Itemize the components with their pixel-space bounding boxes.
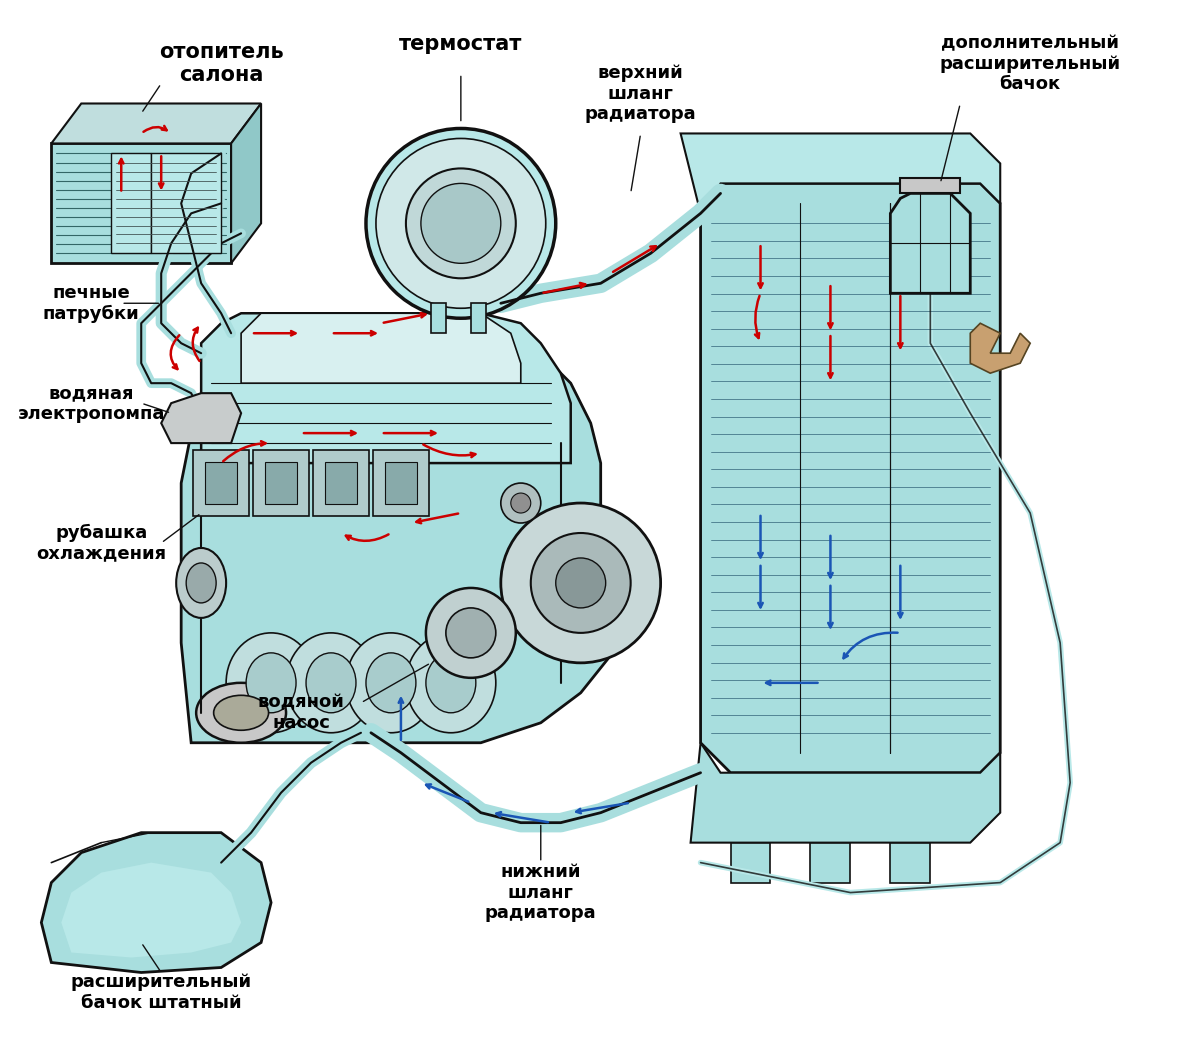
- Circle shape: [376, 138, 546, 308]
- Text: термостат: термостат: [400, 34, 522, 53]
- Polygon shape: [202, 314, 571, 463]
- Circle shape: [366, 129, 556, 318]
- Text: нижний
шланг
радиатора: нижний шланг радиатора: [485, 863, 596, 923]
- Polygon shape: [241, 314, 521, 383]
- Polygon shape: [52, 144, 232, 264]
- Polygon shape: [731, 843, 770, 882]
- Text: рубашка
охлаждения: рубашка охлаждения: [36, 523, 167, 562]
- Polygon shape: [161, 393, 241, 443]
- Ellipse shape: [366, 653, 416, 713]
- Circle shape: [530, 533, 631, 632]
- Ellipse shape: [226, 632, 316, 732]
- Circle shape: [556, 558, 606, 608]
- Polygon shape: [431, 303, 446, 333]
- Polygon shape: [900, 179, 960, 193]
- Text: печные
патрубки: печные патрубки: [43, 284, 139, 323]
- Circle shape: [500, 483, 541, 523]
- Text: верхний
шланг
радиатора: верхний шланг радиатора: [584, 64, 696, 123]
- FancyBboxPatch shape: [385, 462, 416, 504]
- Circle shape: [421, 184, 500, 264]
- Text: расширительный
бачок штатный: расширительный бачок штатный: [71, 973, 252, 1012]
- Ellipse shape: [246, 653, 296, 713]
- FancyBboxPatch shape: [313, 450, 368, 516]
- Circle shape: [426, 588, 516, 678]
- Circle shape: [446, 608, 496, 658]
- Polygon shape: [971, 323, 1030, 373]
- Polygon shape: [810, 843, 851, 882]
- Text: водяная
электропомпа: водяная электропомпа: [18, 384, 164, 423]
- Polygon shape: [470, 303, 486, 333]
- Polygon shape: [112, 153, 151, 253]
- Polygon shape: [890, 843, 930, 882]
- Polygon shape: [680, 134, 1001, 214]
- Polygon shape: [181, 333, 631, 743]
- Ellipse shape: [186, 563, 216, 603]
- Ellipse shape: [426, 653, 476, 713]
- Polygon shape: [61, 862, 241, 958]
- Polygon shape: [232, 103, 262, 264]
- Circle shape: [511, 493, 530, 513]
- Polygon shape: [52, 103, 262, 144]
- FancyBboxPatch shape: [193, 450, 250, 516]
- Ellipse shape: [286, 632, 376, 732]
- Text: дополнительный
расширительный
бачок: дополнительный расширительный бачок: [940, 34, 1121, 94]
- Circle shape: [406, 168, 516, 279]
- Text: отопитель
салона: отопитель салона: [158, 41, 283, 85]
- FancyBboxPatch shape: [253, 450, 310, 516]
- FancyBboxPatch shape: [373, 450, 428, 516]
- Polygon shape: [41, 832, 271, 973]
- Polygon shape: [890, 193, 971, 293]
- Polygon shape: [701, 184, 1001, 773]
- Ellipse shape: [306, 653, 356, 713]
- Ellipse shape: [406, 632, 496, 732]
- FancyBboxPatch shape: [325, 462, 356, 504]
- Polygon shape: [151, 153, 221, 253]
- Polygon shape: [690, 743, 1001, 843]
- Ellipse shape: [214, 695, 269, 730]
- Circle shape: [500, 503, 661, 663]
- FancyBboxPatch shape: [265, 462, 298, 504]
- Ellipse shape: [346, 632, 436, 732]
- FancyBboxPatch shape: [205, 462, 238, 504]
- Ellipse shape: [176, 549, 226, 618]
- Ellipse shape: [196, 682, 286, 743]
- Text: водяной
насос: водяной насос: [258, 693, 344, 732]
